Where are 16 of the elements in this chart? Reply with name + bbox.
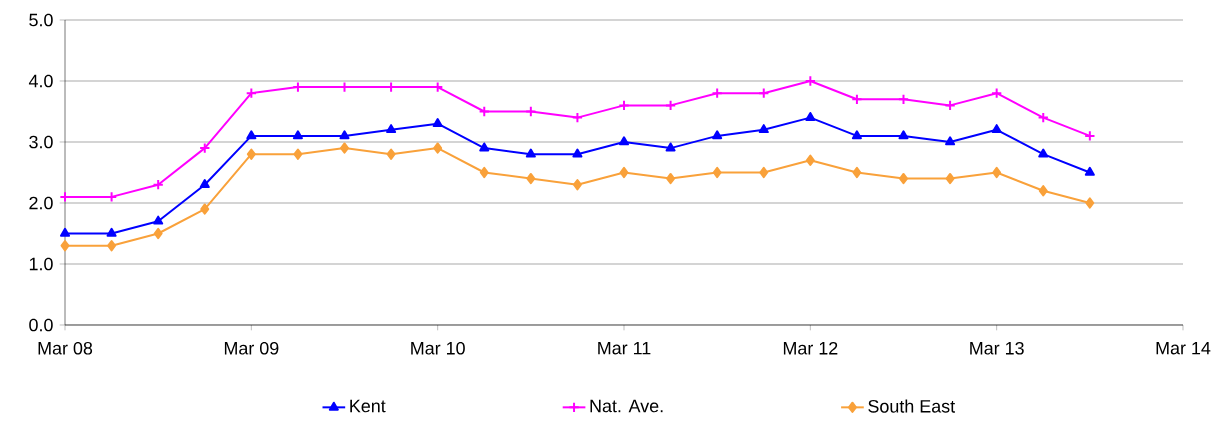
y-tick-label: 3.0 <box>29 135 53 149</box>
x-tick-label: Mar 11 <box>598 342 651 355</box>
legend-label: South East <box>868 399 956 413</box>
x-tick-label: Mar 12 <box>783 342 838 355</box>
x-tick-label: Mar 14 <box>1156 342 1211 355</box>
legend-label: Nat. Ave. <box>590 400 663 413</box>
y-tick-label: 1.0 <box>29 257 53 271</box>
x-tick-label: Mar 13 <box>970 342 1024 355</box>
y-tick-label: 5.0 <box>29 13 53 27</box>
x-tick-label: Mar 08 <box>38 342 93 355</box>
y-tick-label: 4.0 <box>28 74 53 88</box>
y-tick-label: 2.0 <box>29 196 53 210</box>
x-tick-label: Mar 09 <box>224 342 279 355</box>
legend-label: Kent <box>350 400 386 413</box>
y-tick-label: 0.0 <box>29 318 53 332</box>
x-tick-label: Mar 10 <box>411 342 465 355</box>
